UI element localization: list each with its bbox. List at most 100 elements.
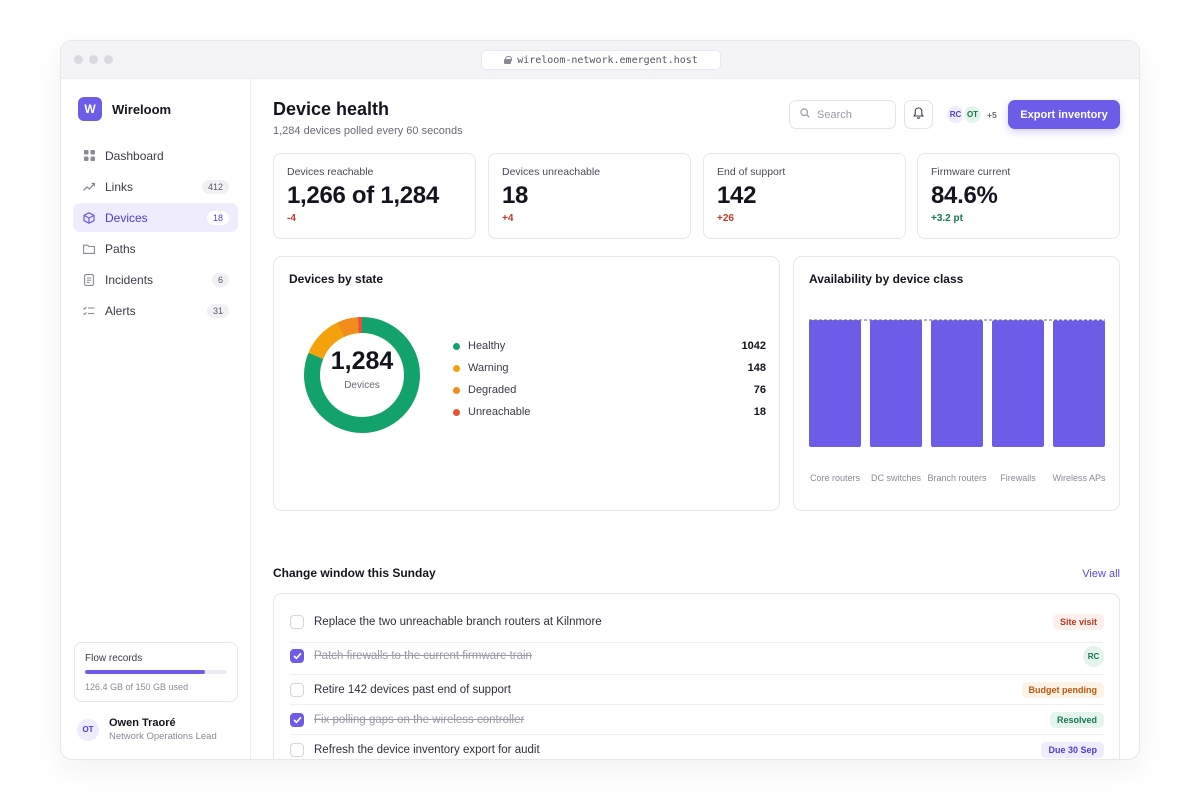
stat-label: Devices unreachable <box>502 166 601 178</box>
sidebar-nav: Dashboard Links 412 Devices 18 <box>73 141 238 327</box>
devices-donut-chart <box>304 317 420 433</box>
storage-progress <box>85 670 227 674</box>
divider <box>290 674 1104 675</box>
bar-category-label: Core routers <box>809 473 861 483</box>
checklist-icon <box>83 305 95 317</box>
sidebar-item-label: Dashboard <box>105 148 164 163</box>
storage-subtitle: 126.4 GB of 150 GB used <box>85 682 189 692</box>
availability-bar <box>992 320 1044 447</box>
view-all-link[interactable]: View all <box>1082 568 1120 580</box>
stat-value: 1,266 of 1,284 <box>287 182 439 209</box>
brand-logo: W <box>78 97 102 121</box>
availability-bar-chart <box>809 319 1105 447</box>
availability-card: Availability by device class Core router… <box>793 256 1120 511</box>
window-close-dot[interactable] <box>74 55 83 64</box>
sidebar-item-badge: 412 <box>201 180 229 194</box>
availability-bar <box>931 320 983 447</box>
team-avatars[interactable]: RC OT +5 <box>945 104 997 125</box>
trend-icon <box>83 181 95 193</box>
legend-swatch <box>453 408 460 416</box>
stat-delta: +3.2 pt <box>931 213 963 224</box>
window-maximize-dot[interactable] <box>104 55 113 64</box>
stat-card-unreachable: Devices unreachable 18 +4 <box>488 153 691 239</box>
search-input[interactable]: Search <box>789 100 896 129</box>
notifications-button[interactable] <box>904 100 933 129</box>
user-profile[interactable]: OT Owen Traoré Network Operations Lead <box>77 717 217 742</box>
sidebar-item-links[interactable]: Links 412 <box>73 172 238 201</box>
checkmark-icon <box>292 652 302 660</box>
task-row[interactable]: Replace the two unreachable branch route… <box>290 607 1104 637</box>
task-row[interactable]: Fix polling gaps on the wireless control… <box>290 705 1104 735</box>
stat-value: 84.6% <box>931 182 998 209</box>
legend-value: 1042 <box>741 340 766 352</box>
divider <box>290 734 1104 735</box>
window-minimize-dot[interactable] <box>89 55 98 64</box>
stat-delta: -4 <box>287 213 296 224</box>
folder-icon <box>83 243 95 255</box>
sidebar-item-incidents[interactable]: Incidents 6 <box>73 265 238 294</box>
task-row[interactable]: Patch firewalls to the current firmware … <box>290 641 1104 671</box>
bell-icon <box>912 106 925 124</box>
task-text: Fix polling gaps on the wireless control… <box>314 714 525 726</box>
task-text: Retire 142 devices past end of support <box>314 684 511 696</box>
task-tag: Site visit <box>1052 614 1104 630</box>
stat-label: End of support <box>717 166 786 178</box>
task-text: Refresh the device inventory export for … <box>314 744 540 756</box>
sidebar-item-badge: 18 <box>206 211 229 225</box>
legend-swatch <box>453 364 460 372</box>
sidebar-item-devices[interactable]: Devices 18 <box>73 203 238 232</box>
sidebar-item-badge: 6 <box>211 273 229 287</box>
stat-value: 18 <box>502 182 529 209</box>
legend-value: 18 <box>753 406 766 418</box>
assignee-avatar: RC <box>1083 645 1104 667</box>
main-content: Device health 1,284 devices polled every… <box>252 79 1139 759</box>
stat-card-firmware: Firmware current 84.6% +3.2 pt <box>917 153 1120 239</box>
brand-name: Wireloom <box>112 101 172 117</box>
avatars-more-count: +5 <box>987 109 997 120</box>
legend-label: Healthy <box>468 340 506 352</box>
card-title: Availability by device class <box>809 272 964 286</box>
sidebar-item-paths[interactable]: Paths <box>73 234 238 263</box>
sidebar-item-label: Alerts <box>105 303 136 318</box>
legend-label: Unreachable <box>468 406 531 418</box>
task-checkbox-checked[interactable] <box>290 649 304 663</box>
availability-bar <box>870 320 922 447</box>
sidebar-item-alerts[interactable]: Alerts 31 <box>73 296 238 325</box>
storage-card: Flow records 126.4 GB of 150 GB used <box>74 642 238 702</box>
legend-value: 148 <box>747 362 766 374</box>
stat-delta: +4 <box>502 213 514 224</box>
legend-swatch <box>453 342 460 350</box>
search-icon <box>800 108 810 121</box>
user-role: Network Operations Lead <box>109 731 217 742</box>
task-tag: Due 30 Sep <box>1041 742 1104 758</box>
availability-bar <box>809 320 861 447</box>
donut-slice-unreachable <box>304 317 420 433</box>
brand[interactable]: W Wireloom <box>78 97 171 121</box>
export-inventory-button[interactable]: Export inventory <box>1008 100 1120 129</box>
checkmark-icon <box>292 716 302 724</box>
task-checkbox[interactable] <box>290 615 304 629</box>
task-checkbox[interactable] <box>290 683 304 697</box>
stat-card-reachable: Devices reachable 1,266 of 1,284 -4 <box>273 153 476 239</box>
browser-window: wireloom-network.emergent.host W Wireloo… <box>60 40 1140 760</box>
divider <box>290 704 1104 705</box>
sidebar: W Wireloom Dashboard Links 412 <box>61 79 251 759</box>
change-task-list: Replace the two unreachable branch route… <box>273 593 1120 759</box>
task-row[interactable]: Retire 142 devices past end of support B… <box>290 675 1104 705</box>
stat-label: Devices reachable <box>287 166 374 178</box>
donut-center-label: Devices <box>344 380 380 391</box>
task-checkbox[interactable] <box>290 743 304 757</box>
bar-category-label: Firewalls <box>1000 473 1036 483</box>
task-checkbox-checked[interactable] <box>290 713 304 727</box>
address-bar[interactable]: wireloom-network.emergent.host <box>481 50 721 70</box>
legend-row-unreachable: Unreachable 18 <box>453 401 766 423</box>
stat-card-end-of-support: End of support 142 +26 <box>703 153 906 239</box>
task-row[interactable]: Refresh the device inventory export for … <box>290 735 1104 759</box>
sidebar-item-dashboard[interactable]: Dashboard <box>73 141 238 170</box>
bar-category-label: Wireless APs <box>1052 473 1106 483</box>
task-text: Replace the two unreachable branch route… <box>314 616 602 628</box>
state-legend: Healthy 1042 Warning 148 Degraded 76 Unr… <box>453 335 766 423</box>
card-title: Devices by state <box>289 272 384 286</box>
avatar: OT <box>962 104 983 125</box>
task-tag: Resolved <box>1049 712 1104 728</box>
